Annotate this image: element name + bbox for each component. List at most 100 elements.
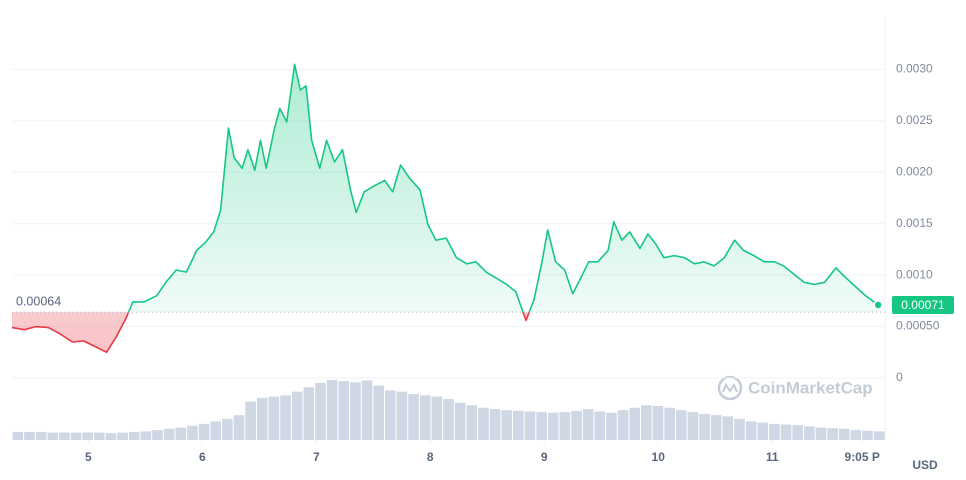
volume-bar xyxy=(443,399,454,440)
volume-bar xyxy=(396,391,408,440)
volume-bar xyxy=(12,431,24,440)
y-tick-label: 0.0015 xyxy=(896,216,933,230)
volume-bar xyxy=(513,410,524,440)
volume-bar xyxy=(734,418,745,440)
volume-bar xyxy=(501,410,513,440)
volume-bar xyxy=(268,396,280,440)
volume-bar xyxy=(256,397,268,440)
volume-bar xyxy=(47,432,59,440)
watermark-text: CoinMarketCap xyxy=(748,378,873,397)
volume-bar xyxy=(291,391,303,440)
axis-unit: USD xyxy=(912,458,938,472)
x-tick-label: 9 xyxy=(541,450,548,464)
volume-bar xyxy=(82,432,93,440)
x-tick-label: 9:05 P xyxy=(845,450,880,464)
volume-bar xyxy=(280,395,291,440)
volume-bar xyxy=(408,394,419,440)
volume-bar xyxy=(850,430,862,440)
price-line xyxy=(127,63,879,313)
volume-bar xyxy=(792,425,804,440)
volume-bar xyxy=(641,405,652,440)
volume-bar xyxy=(419,395,431,440)
volume-bar xyxy=(152,430,163,440)
reference-label: 0.00064 xyxy=(16,294,61,308)
area-below xyxy=(12,312,530,353)
volume-bar xyxy=(303,387,315,440)
volume-bar xyxy=(245,401,256,440)
volume-bar xyxy=(59,432,70,440)
volume-bar xyxy=(664,407,675,440)
x-tick-label: 8 xyxy=(427,450,434,464)
y-tick-label: 0.00050 xyxy=(896,319,940,333)
volume-bar xyxy=(629,407,641,440)
volume-bar xyxy=(117,432,128,440)
volume-bar xyxy=(163,428,175,440)
volume-bar xyxy=(675,410,687,440)
x-tick-label: 6 xyxy=(199,450,206,464)
volume-bar xyxy=(547,412,559,440)
volume-bar xyxy=(769,423,780,440)
volume-bar xyxy=(838,428,850,440)
volume-bar xyxy=(93,432,105,440)
volume-bar xyxy=(338,381,350,440)
volume-bar xyxy=(70,432,82,440)
volume-bar xyxy=(222,418,233,440)
volume-bar xyxy=(361,380,373,440)
volume-bar xyxy=(524,411,536,440)
current-price-badge xyxy=(892,295,954,314)
volume-bar xyxy=(652,405,664,440)
volume-bar xyxy=(24,431,35,440)
volume-bar xyxy=(384,390,396,440)
volume-bar xyxy=(105,433,117,440)
volume-bar xyxy=(233,415,245,440)
x-tick-label: 7 xyxy=(313,450,320,464)
volume-bar xyxy=(722,416,734,440)
volume-bar xyxy=(815,427,827,440)
last-point xyxy=(873,300,883,310)
y-tick-label: 0.0025 xyxy=(896,113,933,127)
y-tick-label: 0 xyxy=(896,370,903,384)
volume-bar xyxy=(780,424,792,440)
volume-bar xyxy=(175,427,187,440)
volume-bar xyxy=(571,410,582,440)
volume-bar xyxy=(454,402,466,440)
volume-bar xyxy=(140,431,152,440)
volume-bar xyxy=(804,426,815,440)
volume-bar xyxy=(606,412,617,440)
volume-bar xyxy=(687,412,699,440)
area-above xyxy=(12,64,879,313)
volume-bar xyxy=(757,422,769,440)
volume-bar xyxy=(466,405,478,440)
volume-bar xyxy=(745,421,757,440)
volume-bar xyxy=(35,431,47,440)
watermark: CoinMarketCap xyxy=(717,375,873,401)
volume-bar xyxy=(699,413,710,440)
volume-bar xyxy=(187,425,198,440)
volume-bar xyxy=(617,410,629,440)
volume-bar xyxy=(710,415,722,440)
y-tick-label: 0.0030 xyxy=(896,62,933,76)
volume-bar xyxy=(862,430,873,440)
volume-bar xyxy=(873,431,885,440)
volume-bar xyxy=(128,431,140,440)
current-price-label: 0.00071 xyxy=(901,298,945,312)
y-tick-label: 0.0020 xyxy=(896,164,933,178)
x-tick-label: 10 xyxy=(652,450,666,464)
x-tick-label: 5 xyxy=(85,450,92,464)
volume-bar xyxy=(431,396,443,440)
volume-bar xyxy=(559,412,571,440)
volume-bar xyxy=(827,428,838,440)
x-tick-label: 11 xyxy=(766,450,779,464)
volume-bar xyxy=(582,409,594,440)
volume-bar xyxy=(210,421,222,440)
volume-bar xyxy=(198,423,210,440)
volume-bar xyxy=(489,409,501,440)
volume-bar xyxy=(326,379,338,440)
volume-bar xyxy=(536,412,547,440)
volume-bar xyxy=(373,385,384,440)
volume-bar xyxy=(315,382,326,440)
volume-bar xyxy=(478,407,489,440)
volume-bar xyxy=(594,411,606,440)
